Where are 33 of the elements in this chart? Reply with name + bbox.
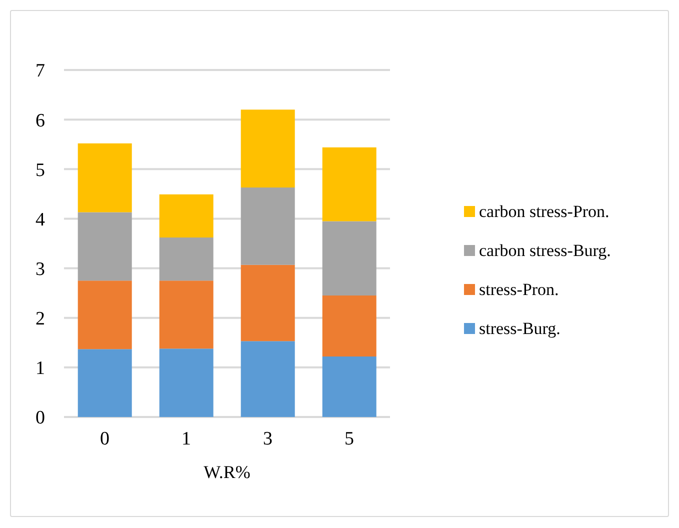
bar	[240, 110, 295, 188]
bar	[78, 212, 132, 281]
bar	[159, 194, 214, 238]
y-tick-label: 4	[36, 209, 46, 230]
x-tick-label: 1	[182, 428, 191, 450]
bar	[159, 238, 214, 281]
y-tick-label: 1	[36, 358, 45, 380]
legend-label: carbon stress-Burg.	[479, 240, 611, 260]
bar	[78, 349, 132, 417]
bar	[240, 264, 295, 342]
bar	[322, 147, 376, 222]
legend-label: carbon stress-Pron.	[479, 202, 610, 222]
y-tick-label: 0	[36, 408, 45, 429]
bar	[78, 280, 132, 350]
bar	[159, 348, 214, 417]
x-axis-title: W.R%	[204, 462, 250, 482]
y-tick-label: 5	[36, 160, 45, 181]
x-tick-label: 0	[100, 428, 110, 450]
legend-label: stress-Burg.	[479, 318, 560, 338]
bar	[322, 356, 376, 417]
x-tick-label: 3	[263, 428, 272, 450]
x-tick-label: 5	[344, 428, 354, 450]
bar	[240, 187, 295, 265]
bar	[240, 341, 295, 417]
y-tick-label: 6	[36, 110, 45, 132]
y-tick-label: 2	[36, 308, 45, 330]
y-tick-label: 3	[36, 259, 45, 280]
bar	[322, 221, 376, 296]
y-tick-label: 7	[36, 60, 45, 82]
legend-label: stress-Pron.	[479, 280, 559, 300]
bar	[78, 143, 132, 212]
bar	[159, 280, 214, 349]
bar	[322, 296, 376, 357]
